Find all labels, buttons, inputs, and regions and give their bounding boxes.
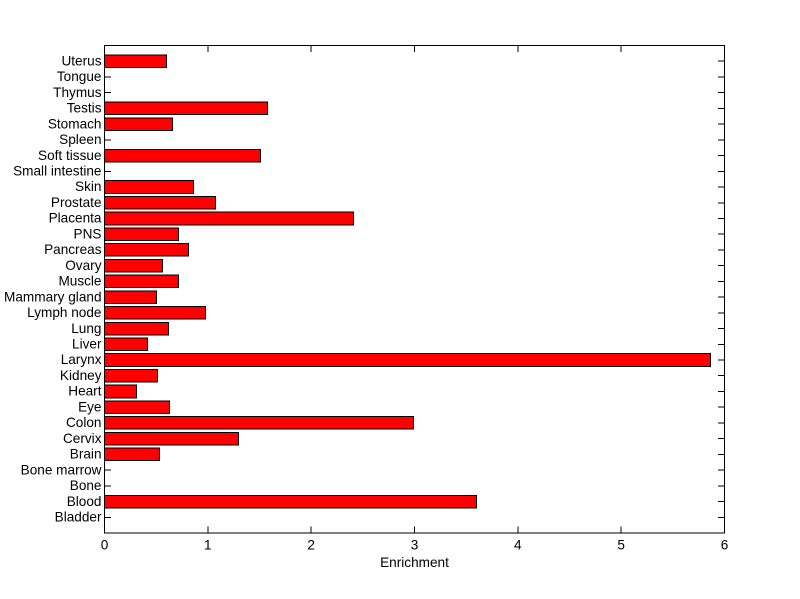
svg-text:Heart: Heart: [68, 384, 101, 399]
svg-text:Prostate: Prostate: [51, 195, 102, 210]
svg-text:Colon: Colon: [66, 415, 102, 430]
svg-text:3: 3: [411, 538, 419, 553]
svg-text:Bladder: Bladder: [55, 509, 102, 524]
svg-text:Spleen: Spleen: [59, 132, 101, 147]
svg-text:2: 2: [307, 538, 315, 553]
svg-text:Uterus: Uterus: [61, 53, 101, 68]
svg-text:Testis: Testis: [67, 101, 102, 116]
svg-text:Small intestine: Small intestine: [13, 164, 101, 179]
svg-text:Skin: Skin: [75, 179, 101, 194]
svg-text:Muscle: Muscle: [58, 274, 101, 289]
svg-text:Lung: Lung: [71, 321, 101, 336]
svg-text:1: 1: [204, 538, 212, 553]
svg-text:0: 0: [101, 538, 109, 553]
svg-text:Kidney: Kidney: [60, 368, 102, 383]
svg-text:6: 6: [721, 538, 729, 553]
svg-text:Soft tissue: Soft tissue: [38, 148, 101, 163]
svg-text:Placenta: Placenta: [49, 211, 102, 226]
svg-text:Stomach: Stomach: [48, 116, 102, 131]
svg-text:Eye: Eye: [78, 399, 101, 414]
svg-text:Enrichment: Enrichment: [380, 555, 449, 570]
svg-text:4: 4: [514, 538, 522, 553]
svg-text:Liver: Liver: [72, 336, 102, 351]
svg-text:Thymus: Thymus: [53, 85, 102, 100]
svg-text:Mammary gland: Mammary gland: [4, 289, 101, 304]
svg-text:Bone: Bone: [70, 478, 102, 493]
svg-text:Lymph node: Lymph node: [27, 305, 101, 320]
svg-text:5: 5: [617, 538, 625, 553]
svg-text:PNS: PNS: [74, 226, 102, 241]
svg-text:Larynx: Larynx: [61, 352, 102, 367]
svg-text:Brain: Brain: [70, 447, 102, 462]
svg-text:Blood: Blood: [67, 494, 102, 509]
svg-text:Ovary: Ovary: [65, 258, 101, 273]
svg-text:Tongue: Tongue: [57, 69, 102, 84]
svg-text:Bone marrow: Bone marrow: [21, 462, 102, 477]
svg-text:Pancreas: Pancreas: [44, 242, 102, 257]
svg-text:Cervix: Cervix: [63, 431, 102, 446]
